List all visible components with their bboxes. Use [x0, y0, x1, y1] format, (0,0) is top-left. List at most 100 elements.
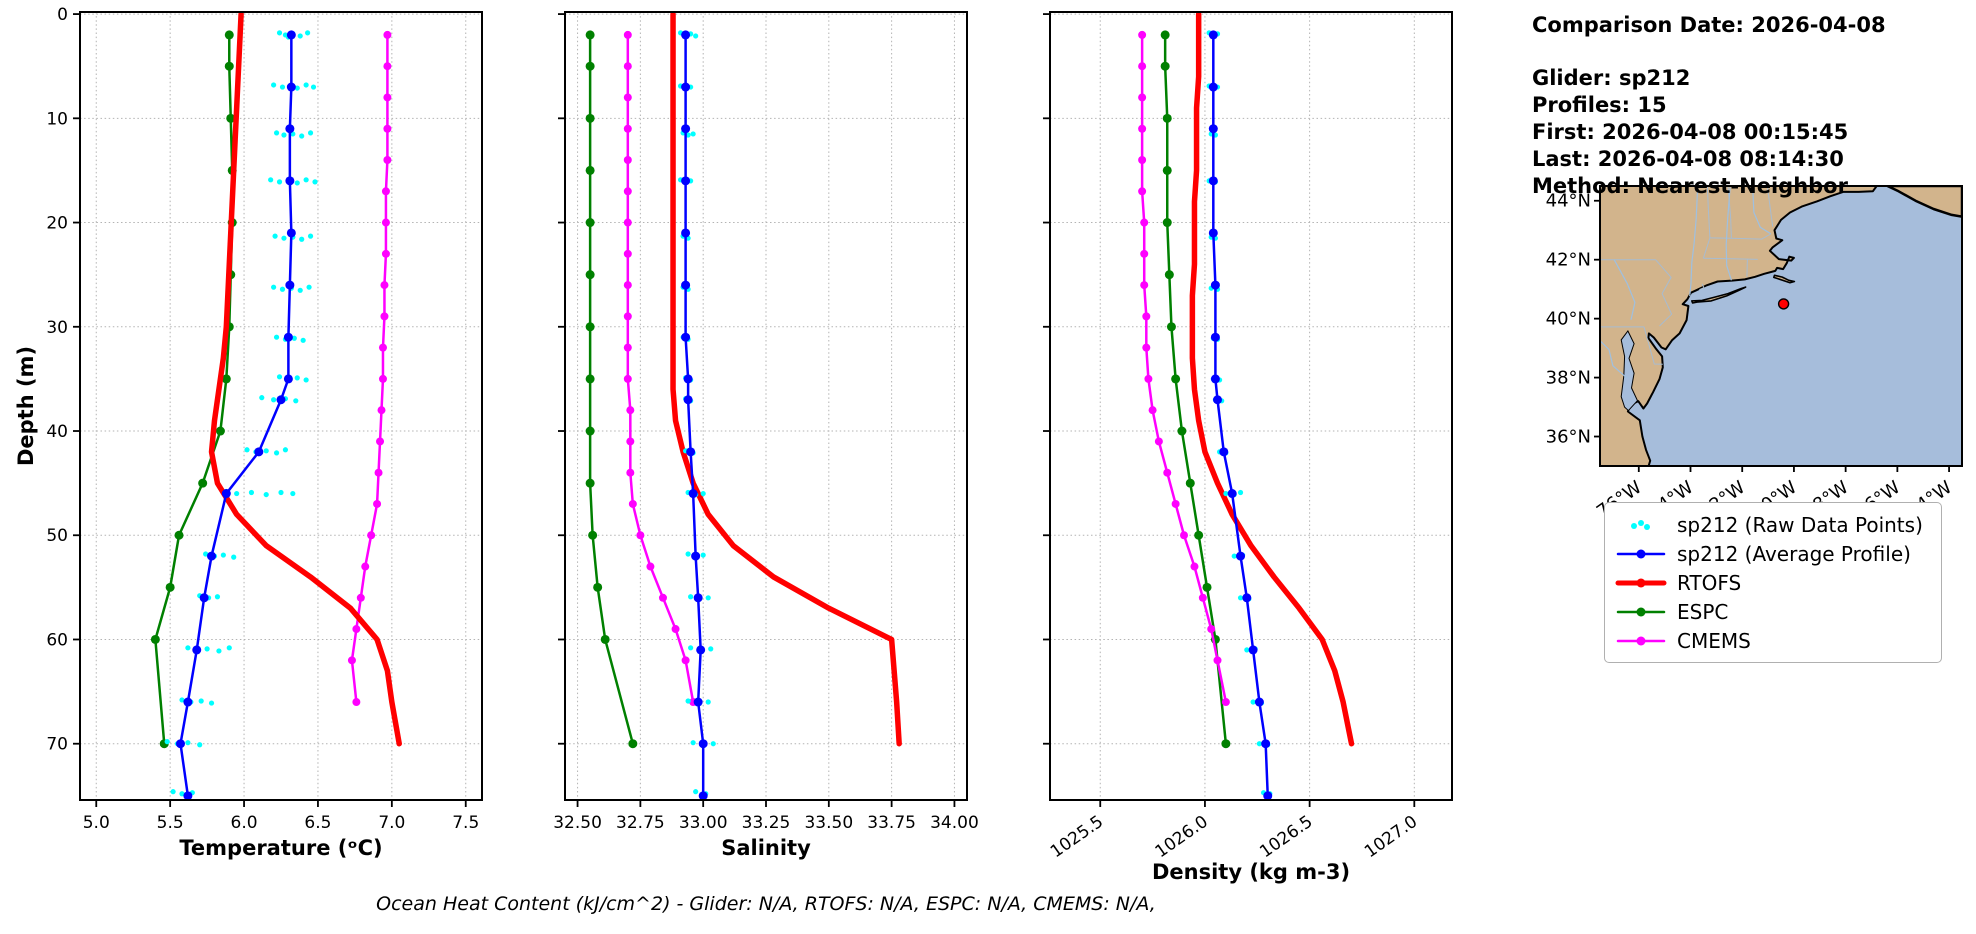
state-border: [1709, 233, 1771, 240]
landmass: [1773, 274, 1796, 284]
river: [1689, 186, 1699, 297]
legend-label: sp212 (Raw Data Points): [1677, 512, 1923, 537]
map-frame: [1599, 185, 1963, 467]
x-tick-label: 33.25: [742, 813, 791, 833]
salinity-series-cmems: [623, 30, 698, 707]
river: [1752, 186, 1772, 235]
latitude-label: 40°N: [1546, 309, 1591, 330]
legend-item-average-profile: sp212 (Average Profile): [1615, 539, 1931, 568]
temperature-series-espc: [150, 30, 237, 749]
salinity-series-rtofs: [670, 12, 902, 747]
legend: sp212 (Raw Data Points) sp212 (Average P…: [1604, 502, 1942, 663]
state-border: [1655, 259, 1673, 327]
latitude-label: 38°N: [1546, 368, 1591, 389]
depth-tick-label: 70: [46, 735, 68, 755]
salinity-series-sp212-avg: [681, 30, 708, 800]
depth-tick-label: 40: [46, 422, 68, 442]
first-profile-time: First: 2026-04-08 00:15:45: [1532, 120, 1849, 144]
depth-tick-label: 30: [46, 318, 68, 338]
chesapeake-bay: [1620, 330, 1639, 412]
x-tick-label: 1026.5: [1256, 812, 1316, 863]
espc-marker-icon: [1616, 607, 1666, 616]
x-tick-label: 33.75: [867, 813, 916, 833]
x-tick-label: 5.5: [157, 813, 184, 833]
x-tick-label: 1027.0: [1361, 812, 1421, 863]
salinity-series-espc: [585, 30, 638, 749]
temperature-raw-points: [164, 30, 318, 797]
state-border: [1746, 259, 1748, 277]
river: [1725, 187, 1732, 281]
x-tick-label: 6.0: [231, 813, 258, 833]
salinity-axis-label: Salinity: [721, 836, 811, 860]
density-series-rtofs: [1189, 12, 1355, 747]
cmems-marker-icon: [1616, 636, 1666, 645]
temperature-panel: 5.0 5.5 6.0 6.5 7.0 7.5 0 10 20 30 40 50 60 70: [46, 5, 483, 833]
x-tick-label: 1026.0: [1152, 812, 1212, 863]
salinity-raw-points: [677, 30, 716, 797]
temperature-axis-label: Temperature (ᵒC): [179, 836, 383, 860]
last-profile-time: Last: 2026-04-08 08:14:30: [1532, 147, 1844, 171]
legend-item-rtofs: RTOFS: [1615, 568, 1931, 597]
temperature-series-rtofs: [208, 12, 402, 747]
river: [1600, 340, 1628, 379]
depth-tick-label: 0: [57, 5, 68, 25]
x-tick-label: 6.5: [304, 813, 331, 833]
ocean-heat-content-note: Ocean Heat Content (kJ/cm^2) - Glider: N…: [376, 893, 1156, 915]
density-panel: 1025.5 1026.0 1026.5 1027.0: [1043, 11, 1453, 863]
density-series-sp212-avg: [1208, 30, 1273, 800]
latitude-label: 44°N: [1546, 191, 1591, 212]
x-tick-label: 1025.5: [1047, 812, 1107, 863]
profile-count: Profiles: 15: [1532, 93, 1667, 117]
legend-item-cmems: CMEMS: [1615, 626, 1931, 655]
legend-label: sp212 (Average Profile): [1677, 541, 1911, 566]
depth-tick-label: 20: [46, 214, 68, 234]
x-tick-label: 5.0: [83, 813, 110, 833]
state-border: [1702, 186, 1711, 259]
landmass: [1691, 286, 1747, 304]
average-profile-marker-icon: [1616, 549, 1666, 558]
state-border: [1766, 186, 1774, 227]
x-tick-label: 32.50: [553, 813, 602, 833]
depth-tick-label: 60: [46, 630, 68, 650]
landmass: [1600, 186, 1878, 466]
info-panel: Comparison Date: 2026-04-08 Glider: sp21…: [1532, 12, 1886, 200]
glider-location-marker: [1777, 298, 1790, 310]
rtofs-marker-icon: [1615, 578, 1667, 587]
plot-frame: [1049, 11, 1453, 801]
raw-points-marker-icon: [1631, 519, 1650, 530]
latitude-label: 36°N: [1546, 427, 1591, 448]
comparison-date: Comparison Date: 2026-04-08: [1532, 13, 1886, 37]
depth-tick-label: 50: [46, 526, 68, 546]
density-raw-points: [1206, 30, 1273, 797]
state-border: [1699, 283, 1705, 291]
x-tick-label: 33.00: [679, 813, 728, 833]
x-tick-label: 7.0: [378, 813, 405, 833]
depth-tick-label: 10: [46, 109, 68, 129]
plot-frame: [79, 11, 483, 801]
legend-label: ESPC: [1677, 599, 1729, 624]
map: 44°N42°N40°N38°N36°N76°W74°W72°W70°W68°W…: [1546, 185, 1963, 523]
temperature-series-cmems: [347, 30, 392, 707]
x-tick-label: 32.75: [616, 813, 665, 833]
density-axis-label: Density (kg m-3): [1151, 860, 1351, 884]
state-border: [1703, 257, 1758, 260]
glider-name: Glider: sp212: [1532, 66, 1691, 90]
salinity-panel: 32.50 32.75 33.00 33.25 33.50 33.75 34.00: [553, 11, 979, 833]
landmass: [1886, 186, 1962, 218]
legend-label: CMEMS: [1677, 628, 1751, 653]
depth-axis-label: Depth (m): [14, 345, 38, 467]
legend-item-espc: ESPC: [1615, 597, 1931, 626]
density-series-cmems: [1138, 30, 1230, 707]
latitude-label: 42°N: [1546, 250, 1591, 271]
x-tick-label: 7.5: [452, 813, 479, 833]
river: [1613, 259, 1636, 320]
x-tick-label: 33.50: [804, 813, 853, 833]
legend-item-raw-points: sp212 (Raw Data Points): [1615, 510, 1931, 539]
temperature-series-sp212-avg: [176, 30, 296, 800]
info-spacer: [1532, 39, 1886, 65]
density-series-espc: [1160, 30, 1231, 749]
legend-label: RTOFS: [1677, 570, 1742, 595]
x-tick-label: 34.00: [930, 813, 979, 833]
interp-method: Method: Nearest-Neighbor: [1532, 174, 1848, 198]
